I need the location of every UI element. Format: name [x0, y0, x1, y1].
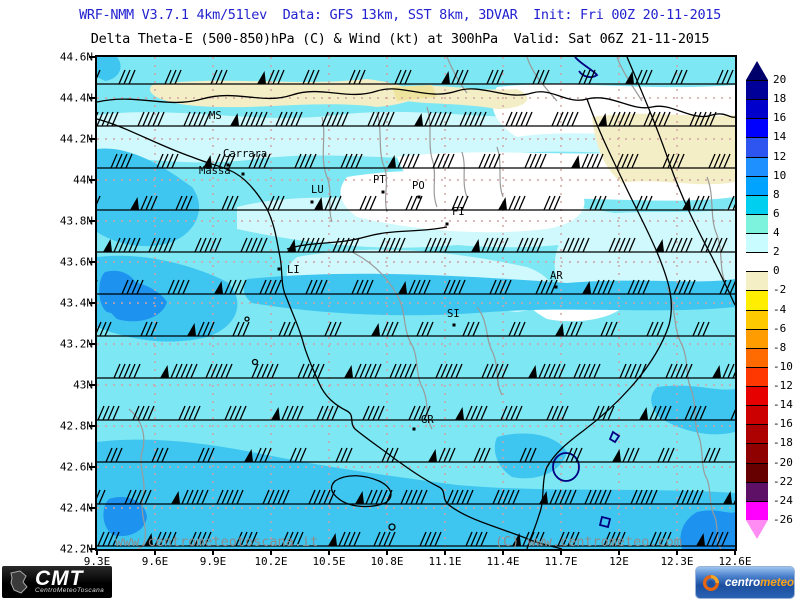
city-label-massa: Massa: [199, 165, 231, 177]
cmt-logo: CMT CentroMeteoToscana: [2, 566, 112, 598]
colorbar-label: -12: [773, 379, 793, 392]
city-label-lu: LU: [311, 184, 324, 196]
lon-label: 11.4E: [486, 555, 519, 568]
tuscany-map-icon: [5, 569, 31, 595]
colorbar-label: 6: [773, 207, 780, 220]
lon-label: 10.2E: [254, 555, 287, 568]
colorbar-segment: [746, 99, 768, 118]
colorbar-label: 8: [773, 188, 780, 201]
colorbar-segment: [746, 290, 768, 309]
colorbar-label: 16: [773, 111, 786, 124]
city-dot: [242, 173, 245, 176]
lon-label: 10.8E: [370, 555, 403, 568]
colorbar-label: -4: [773, 302, 786, 315]
colorbar-segment: [746, 233, 768, 252]
city-label-ar: AR: [550, 270, 563, 282]
field-valid-title: Delta Theta-E (500-850)hPa (C) & Wind (k…: [0, 31, 800, 47]
colorbar-label: -6: [773, 322, 786, 335]
city-dot: [418, 196, 421, 199]
colorbar-label: 20: [773, 73, 786, 86]
lon-label: 12.3E: [660, 555, 693, 568]
city-dot: [413, 428, 416, 431]
colorbar-arrow-bottom: [746, 520, 768, 539]
colorbar-segment: [746, 482, 768, 501]
colorbar-segment: [746, 118, 768, 137]
colorbar-label: 12: [773, 149, 786, 162]
colorbar-label: -10: [773, 360, 793, 373]
colorbar-segment: [746, 137, 768, 156]
weather-chart-page: WRF-NMM V3.7.1 4km/51lev Data: GFS 13km,…: [0, 0, 800, 600]
city-label-po: PO: [412, 180, 425, 192]
colorbar-segment: [746, 463, 768, 482]
city-label-si: SI: [447, 308, 460, 320]
city-label-pt: PT: [373, 174, 386, 186]
colorbar-segment: [746, 252, 768, 271]
colorbar-label: 14: [773, 130, 786, 143]
colorbar-label: -14: [773, 398, 793, 411]
field-shading: [97, 57, 735, 549]
lon-label: 11.1E: [428, 555, 461, 568]
colorbar-label: 10: [773, 168, 786, 181]
lon-label: 10.5E: [312, 555, 345, 568]
colorbar-segment: [746, 424, 768, 443]
city-label-carrara: Carrara: [223, 148, 267, 160]
city-label-li: LI: [287, 264, 300, 276]
lon-label: 9.9E: [200, 555, 227, 568]
map-area: MS Carrara Massa LU PT PO FI LI SI AR GR www.centr…: [95, 55, 737, 551]
city-dot: [382, 191, 385, 194]
colorbar-segment: [746, 214, 768, 233]
colorbar-segment: [746, 195, 768, 214]
colorbar-segment: [746, 443, 768, 462]
watermark-right: (C) www.centrometeo.com: [495, 534, 682, 549]
cmt-logo-subtitle: CentroMeteoToscana: [35, 587, 104, 594]
colorbar-label: 2: [773, 245, 780, 258]
city-dot: [453, 324, 456, 327]
colorbar-segment: [746, 176, 768, 195]
map-canvas: MS Carrara Massa LU PT PO FI LI SI AR GR www.centr…: [97, 57, 735, 549]
centrometeo-logo-part2: meteo: [760, 577, 794, 589]
colorbar-label: -20: [773, 455, 793, 468]
centrometeo-logo-part1: centro: [725, 577, 760, 589]
lon-label: 11.7E: [544, 555, 577, 568]
colorbar-segment: [746, 386, 768, 405]
colorbar-label: -22: [773, 475, 793, 488]
colorbar-label: -26: [773, 513, 793, 526]
city-dot: [278, 268, 281, 271]
centrometeo-ring-icon: [701, 572, 721, 594]
colorbar-label: -16: [773, 417, 793, 430]
colorbar-label: -24: [773, 494, 793, 507]
city-dot: [555, 286, 558, 289]
colorbar-legend: 20181614121086420-2-4-6-8-10-12-14-16-18…: [746, 61, 800, 539]
colorbar-segment: [746, 367, 768, 386]
model-init-title: WRF-NMM V3.7.1 4km/51lev Data: GFS 13km,…: [0, 7, 800, 23]
city-dot: [446, 223, 449, 226]
colorbar-segment: [746, 271, 768, 290]
centrometeo-logo: centrometeo: [695, 566, 795, 599]
cmt-logo-title: CMT: [35, 570, 104, 587]
colorbar-segment: [746, 80, 768, 99]
colorbar-label: 4: [773, 226, 780, 239]
colorbar-segment: [746, 310, 768, 329]
colorbar-segment: [746, 348, 768, 367]
colorbar-label: -18: [773, 436, 793, 449]
colorbar-label: 18: [773, 92, 786, 105]
city-label-fi: FI: [452, 206, 465, 218]
colorbar-segment: [746, 405, 768, 424]
city-dot: [311, 201, 314, 204]
lon-label: 9.6E: [142, 555, 169, 568]
watermark-left: www.centrometeotoscana.it: [115, 534, 318, 549]
city-label-ms: MS: [209, 110, 222, 122]
colorbar-label: -2: [773, 283, 786, 296]
lon-label: 12E: [609, 555, 629, 568]
city-label-gr: GR: [421, 414, 434, 426]
colorbar-segment: [746, 157, 768, 176]
colorbar-segment: [746, 329, 768, 348]
colorbar-label: 0: [773, 264, 780, 277]
colorbar-arrow-top: [746, 61, 768, 80]
colorbar-label: -8: [773, 341, 786, 354]
colorbar-segment: [746, 501, 768, 520]
